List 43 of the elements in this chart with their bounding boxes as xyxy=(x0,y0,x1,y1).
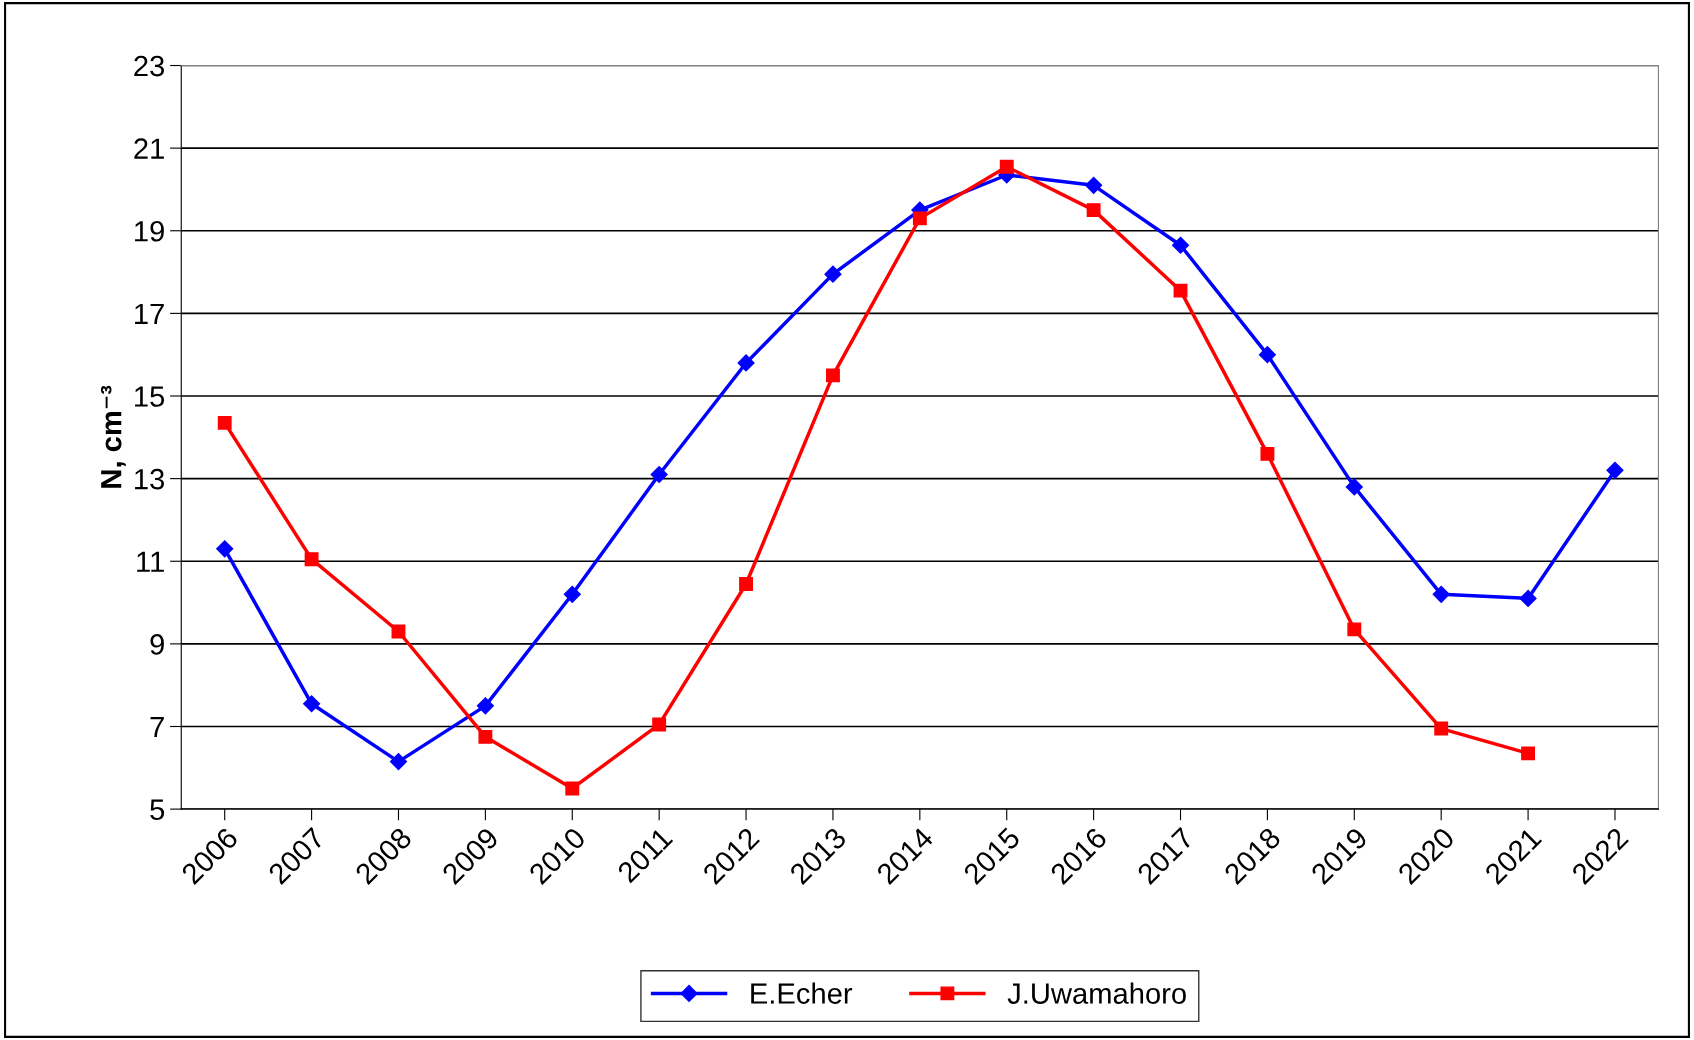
point xyxy=(389,753,408,771)
y-tick-label: 19 xyxy=(135,220,164,242)
point xyxy=(739,577,754,591)
point xyxy=(912,211,927,226)
point xyxy=(1085,176,1103,194)
y-tick-label: 17 xyxy=(135,303,164,324)
point xyxy=(1606,461,1624,479)
y-tick-label: 21 xyxy=(134,138,164,159)
point xyxy=(999,159,1014,174)
point xyxy=(565,781,580,796)
point xyxy=(824,265,842,283)
point xyxy=(476,697,494,715)
point xyxy=(1519,589,1537,607)
point xyxy=(826,368,840,383)
point xyxy=(1434,721,1449,736)
point xyxy=(1260,446,1275,461)
point xyxy=(1258,346,1276,364)
point xyxy=(303,695,321,713)
point xyxy=(304,552,319,567)
point xyxy=(1171,236,1190,254)
point xyxy=(1347,622,1362,637)
y-tick-label: 23 xyxy=(134,55,165,77)
y-tick-label: 13 xyxy=(135,468,165,490)
y-tick-label: 5 xyxy=(150,799,165,820)
y-tick-label: 11 xyxy=(137,551,164,572)
point xyxy=(217,415,232,430)
point xyxy=(478,729,493,744)
point xyxy=(1432,585,1450,603)
point xyxy=(1173,283,1188,298)
point xyxy=(1521,746,1536,761)
point xyxy=(563,585,581,603)
point xyxy=(1345,478,1363,496)
y-axis-title: N, cm⁻³ xyxy=(100,385,126,488)
point xyxy=(652,717,667,732)
point xyxy=(1086,203,1101,218)
y-tick-label: 15 xyxy=(135,386,165,407)
legend-label: J.Uwamahoro xyxy=(1007,982,1186,1004)
y-tick-label: 7 xyxy=(150,717,164,738)
legend-label: E.Echer xyxy=(751,982,853,1004)
point xyxy=(737,354,755,372)
point xyxy=(650,465,668,484)
point xyxy=(216,540,234,558)
y-tick-label: 9 xyxy=(150,634,164,655)
